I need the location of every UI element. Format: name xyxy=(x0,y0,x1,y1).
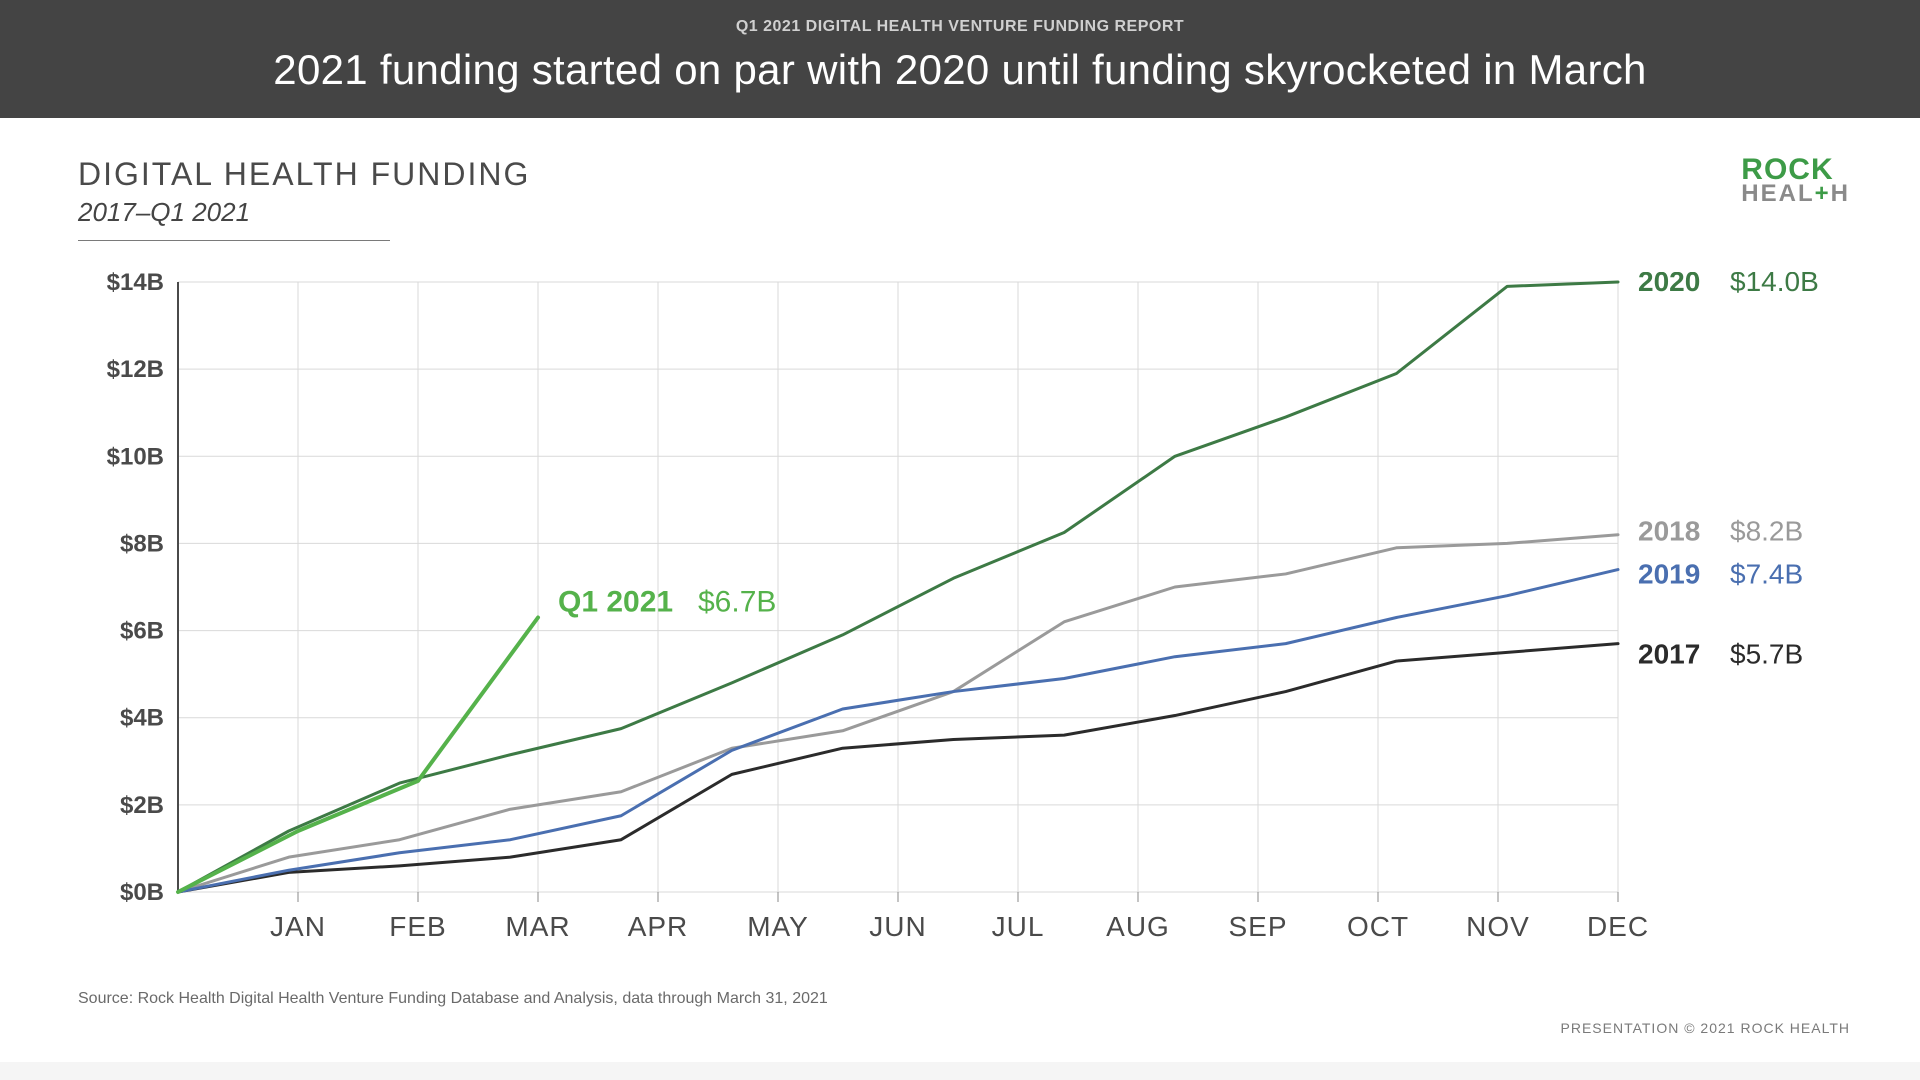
y-tick-label: $4B xyxy=(120,705,164,732)
line-chart: $0B $2B $4B $6B $8B $10B $12B $14B JAN FEB MAR APR M… xyxy=(78,272,1878,962)
header-bar: Q1 2021 DIGITAL HEALTH VENTURE FUNDING R… xyxy=(0,0,1920,122)
y-tick-label: $6B xyxy=(120,618,164,645)
series-end-year: 2017 xyxy=(1638,639,1700,670)
logo-line1: ROCK xyxy=(1741,156,1850,183)
x-tick-label: MAR xyxy=(505,911,570,942)
y-tick-label: $2B xyxy=(120,792,164,819)
series-end-year: 2018 xyxy=(1638,516,1700,547)
x-tick-label: APR xyxy=(628,911,689,942)
x-tick-label: AUG xyxy=(1106,911,1170,942)
series-end-value: $5.7B xyxy=(1730,639,1803,670)
x-tick-label: FEB xyxy=(389,911,446,942)
series-end-value: $7.4B xyxy=(1730,559,1803,590)
series-end-value: $8.2B xyxy=(1730,516,1803,547)
y-tick-label: $14B xyxy=(107,272,164,296)
x-tick-label: SEP xyxy=(1228,911,1287,942)
x-tick-label: JUN xyxy=(869,911,926,942)
series-end-value: $14.0B xyxy=(1730,272,1819,297)
source-text: Source: Rock Health Digital Health Ventu… xyxy=(78,990,828,1008)
series-line xyxy=(178,618,538,893)
logo-plus-icon: + xyxy=(1815,180,1831,207)
series-mid-year: Q1 2021 xyxy=(558,586,673,619)
series-end-year: 2019 xyxy=(1638,559,1700,590)
chart-title: DIGITAL HEALTH FUNDING xyxy=(78,156,530,193)
slide-headline: 2021 funding started on par with 2020 un… xyxy=(0,46,1920,94)
y-tick-label: $12B xyxy=(107,356,164,383)
rock-health-logo: ROCK HEAL+H xyxy=(1741,156,1850,205)
report-kicker: Q1 2021 DIGITAL HEALTH VENTURE FUNDING R… xyxy=(0,18,1920,36)
x-tick-label: JAN xyxy=(270,911,326,942)
x-tick-label: JUL xyxy=(992,911,1045,942)
slide-body: DIGITAL HEALTH FUNDING 2017–Q1 2021 ROCK… xyxy=(0,122,1920,1062)
y-tick-label: $0B xyxy=(120,879,164,906)
copyright-text: PRESENTATION © 2021 ROCK HEALTH xyxy=(1561,1020,1851,1036)
logo-text: HEAL xyxy=(1741,180,1814,207)
x-tick-label: MAY xyxy=(747,911,809,942)
y-tick-label: $10B xyxy=(107,443,164,470)
x-tick-label: DEC xyxy=(1587,911,1649,942)
chart-title-block: DIGITAL HEALTH FUNDING 2017–Q1 2021 xyxy=(78,156,530,241)
logo-text: H xyxy=(1831,180,1850,207)
x-tick-label: NOV xyxy=(1466,911,1530,942)
y-tick-label: $8B xyxy=(120,530,164,557)
chart-subtitle: 2017–Q1 2021 xyxy=(78,197,390,241)
logo-line2: HEAL+H xyxy=(1741,183,1850,205)
x-tick-label: OCT xyxy=(1347,911,1409,942)
series-end-year: 2020 xyxy=(1638,272,1700,297)
series-mid-value: $6.7B xyxy=(698,586,776,619)
